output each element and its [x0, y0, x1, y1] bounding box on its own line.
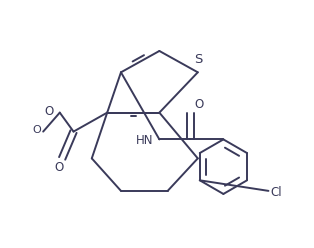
Text: HN: HN — [136, 134, 154, 147]
Text: O: O — [32, 125, 41, 135]
Text: Cl: Cl — [270, 186, 282, 199]
Text: O: O — [55, 161, 64, 174]
Text: O: O — [194, 98, 204, 111]
Text: S: S — [195, 53, 203, 66]
Text: O: O — [44, 105, 53, 118]
